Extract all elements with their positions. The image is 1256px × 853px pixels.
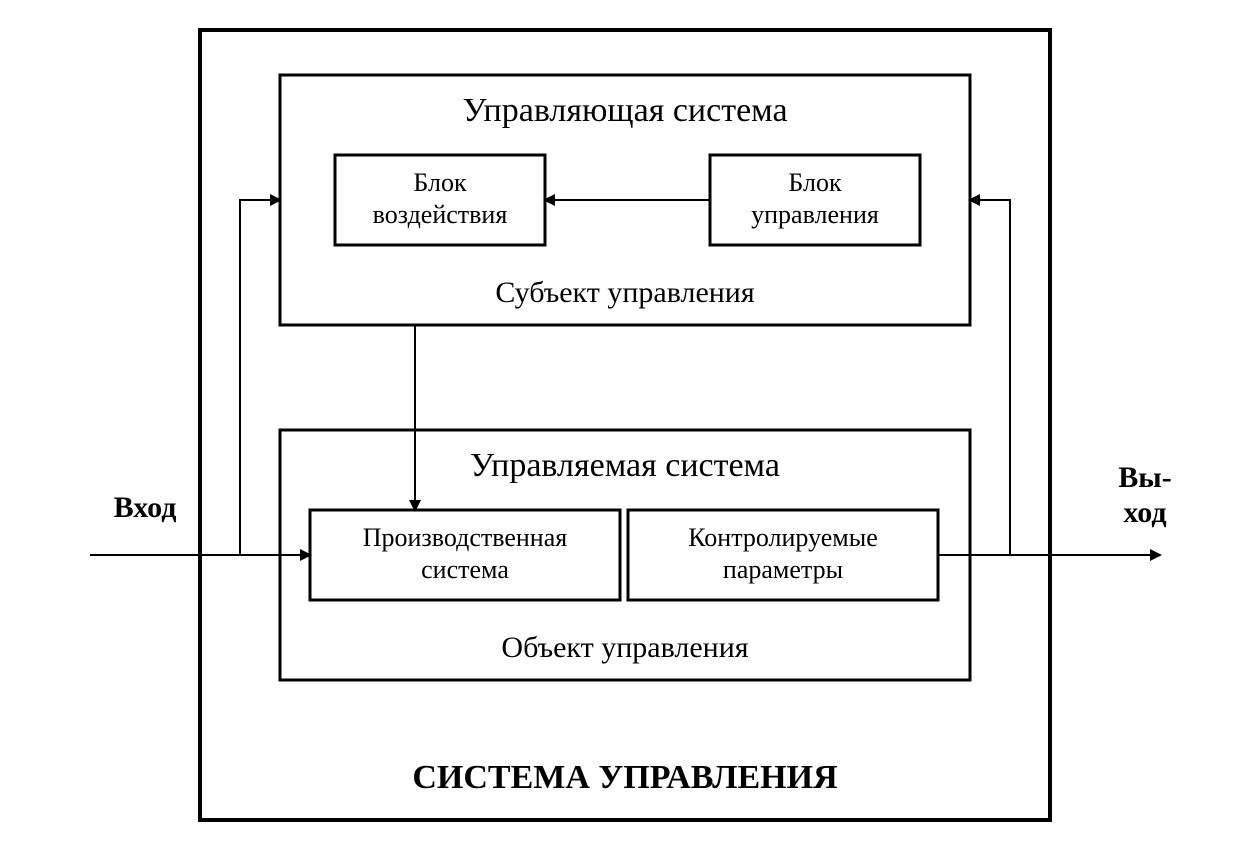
input-label: Вход [114, 491, 177, 524]
parameters-label-1: Контролируемые [688, 523, 878, 552]
lower-system-title: Управляемая система [470, 447, 780, 484]
control-block-label-2: управления [751, 200, 879, 229]
impact-block-label-1: Блок [413, 168, 467, 197]
impact-block-label-2: воздействия [373, 200, 508, 229]
upper-system-subtitle: Субъект управления [495, 276, 755, 309]
output-label-1: Вы- [1118, 461, 1171, 494]
lower-system-subtitle: Объект управления [501, 631, 748, 664]
control-system-diagram: СИСТЕМА УПРАВЛЕНИЯ Управляющая система С… [0, 0, 1256, 853]
output-label-2: ход [1123, 496, 1166, 529]
parameters-label-2: параметры [723, 555, 843, 584]
upper-system-title: Управляющая система [462, 92, 787, 129]
production-system-label-1: Производственная [363, 523, 567, 552]
control-block-label-1: Блок [788, 168, 842, 197]
outer-title: СИСТЕМА УПРАВЛЕНИЯ [412, 759, 837, 796]
production-system-label-2: система [421, 555, 509, 584]
